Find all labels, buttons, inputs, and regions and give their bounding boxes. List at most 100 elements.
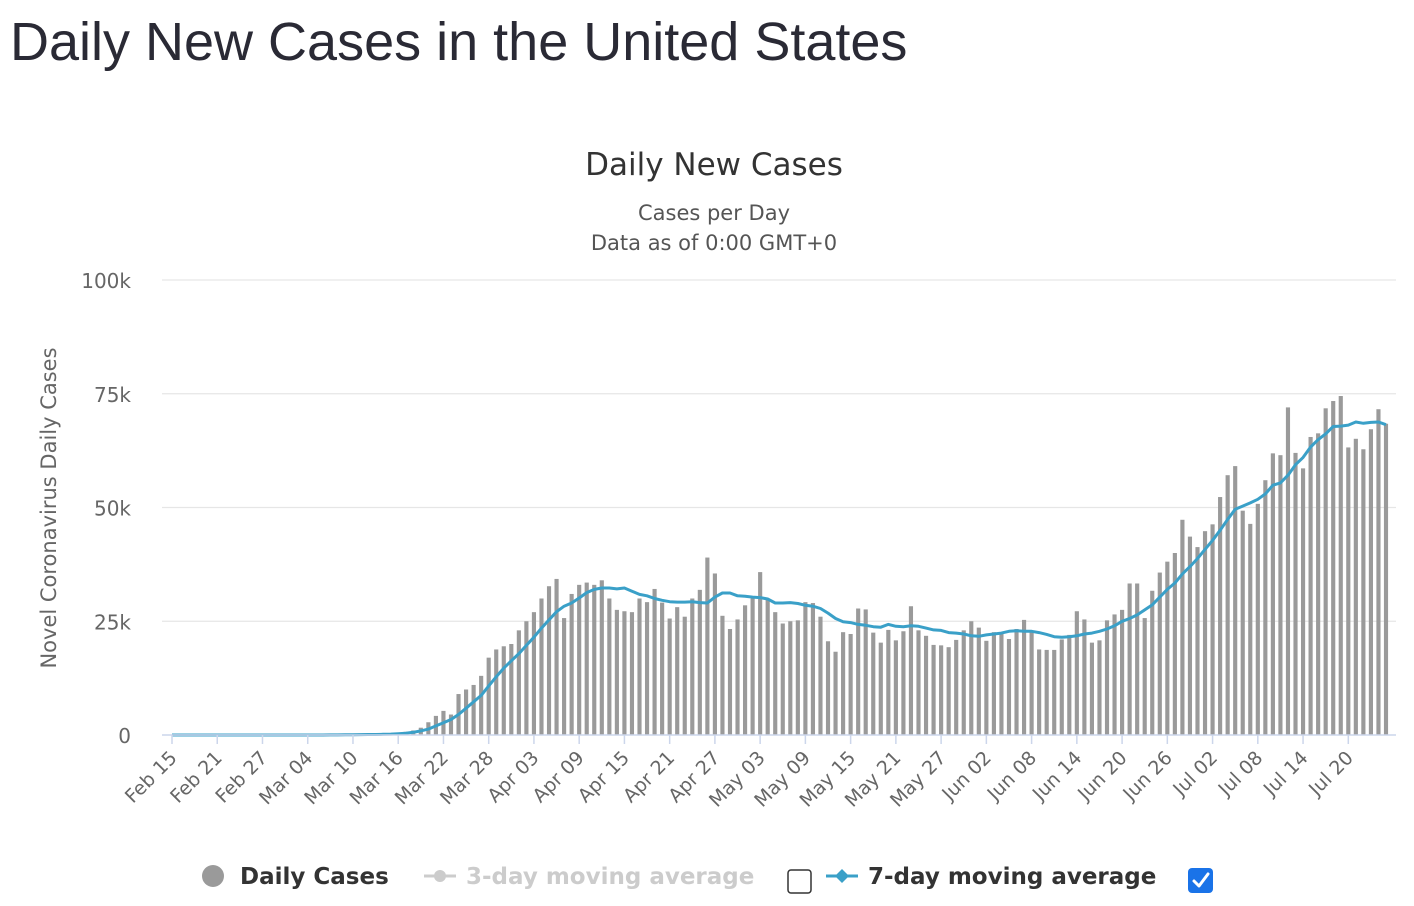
bar-daily-cases (1376, 409, 1380, 735)
bar-daily-cases (1030, 631, 1034, 735)
bar-daily-cases (532, 612, 536, 735)
bar-daily-cases (1316, 433, 1320, 735)
bar-daily-cases (547, 586, 551, 735)
bar-daily-cases (1309, 437, 1313, 735)
bar-daily-cases (766, 600, 770, 735)
bar-daily-cases (1143, 618, 1147, 735)
bar-daily-cases (864, 609, 868, 735)
bar-daily-cases (577, 585, 581, 735)
x-tick-label: Jun 20 (1073, 747, 1132, 806)
bar-daily-cases (1120, 610, 1124, 735)
bar-daily-cases (1075, 611, 1079, 735)
checkbox-3day-average[interactable] (788, 870, 811, 893)
legend-7day-label: 7-day moving average (868, 864, 1156, 890)
x-tick-label: Jul 02 (1168, 747, 1222, 801)
bar-daily-cases (1324, 408, 1328, 735)
bar-daily-cases (554, 579, 558, 735)
bar-daily-cases (1339, 396, 1343, 735)
bar-daily-cases (728, 629, 732, 735)
bar-daily-cases (1097, 640, 1101, 735)
bar-daily-cases (690, 599, 694, 736)
checkbox-3day-unchecked-icon (788, 870, 811, 893)
bar-daily-cases (788, 621, 792, 735)
bar-daily-cases (615, 610, 619, 735)
bar-daily-cases (653, 589, 657, 735)
bar-daily-cases (698, 590, 702, 735)
bar-daily-cases (1180, 520, 1184, 735)
bar-daily-cases (999, 632, 1003, 735)
bar-daily-cases (1082, 619, 1086, 735)
chart-title: Daily New Cases (585, 147, 843, 183)
bar-daily-cases (947, 647, 951, 735)
bar-daily-cases (1346, 447, 1350, 735)
bar-daily-cases (1022, 620, 1026, 735)
bar-daily-cases (969, 621, 973, 735)
legend-item-daily-cases[interactable]: Daily Cases (202, 864, 389, 890)
bar-daily-cases (1293, 453, 1297, 735)
bar-daily-cases (585, 583, 589, 735)
bar-daily-cases (886, 630, 890, 735)
bar-daily-cases (472, 685, 476, 735)
bar-daily-cases (622, 611, 626, 735)
x-tick-label: Jul 14 (1259, 747, 1313, 801)
bar-daily-cases (879, 643, 883, 735)
bar-daily-cases (1278, 455, 1282, 735)
bar-daily-cases (1256, 504, 1260, 735)
bar-daily-cases (894, 640, 898, 735)
bar-daily-cases (562, 618, 566, 735)
legend-7day-diamond-icon (835, 869, 849, 883)
bar-daily-cases (924, 636, 928, 735)
bar-daily-cases (1331, 401, 1335, 735)
bar-daily-cases (1369, 429, 1373, 735)
bar-daily-cases (932, 645, 936, 735)
x-tick-label: Jun 08 (983, 747, 1042, 806)
x-tick-label: Jun 02 (937, 747, 996, 806)
bar-daily-cases (1301, 468, 1305, 735)
bar-daily-cases (705, 558, 709, 735)
bar-daily-cases (1150, 591, 1154, 735)
bar-daily-cases (962, 630, 966, 735)
bar-daily-cases (833, 652, 837, 735)
x-tick-label: Jul 20 (1304, 747, 1358, 801)
bar-daily-cases (464, 690, 468, 736)
legend: Daily Cases 3-day moving average 7-day m… (202, 864, 1213, 893)
bar-daily-cases (660, 603, 664, 735)
bar-daily-cases (1354, 439, 1358, 735)
bar-daily-cases (781, 624, 785, 735)
bar-daily-cases (1226, 475, 1230, 735)
bar-daily-cases (1090, 643, 1094, 735)
bar-daily-cases (1263, 480, 1267, 735)
daily-cases-bars (313, 396, 1388, 735)
bar-daily-cases (637, 599, 641, 736)
legend-item-3day-average[interactable]: 3-day moving average (424, 864, 754, 890)
bar-daily-cases (1241, 511, 1245, 735)
bar-daily-cases (675, 607, 679, 735)
checkbox-7day-checked-icon (1188, 868, 1213, 893)
bar-daily-cases (1248, 524, 1252, 735)
bar-daily-cases (600, 580, 604, 735)
bar-daily-cases (803, 602, 807, 735)
bar-daily-cases (630, 612, 634, 735)
bar-daily-cases (645, 602, 649, 735)
bar-daily-cases (735, 619, 739, 735)
bar-daily-cases (796, 620, 800, 735)
chart-subtitle-line-1: Cases per Day (638, 201, 790, 225)
y-tick-label: 0 (118, 724, 131, 748)
bar-daily-cases (1233, 466, 1237, 735)
legend-item-7day-average[interactable]: 7-day moving average (826, 864, 1156, 890)
bar-daily-cases (818, 617, 822, 735)
legend-3day-label: 3-day moving average (466, 864, 754, 890)
bar-daily-cases (954, 640, 958, 735)
checkbox-7day-average[interactable] (1188, 868, 1213, 893)
bar-daily-cases (668, 619, 672, 735)
bar-daily-cases (487, 658, 491, 735)
bar-daily-cases (539, 599, 543, 736)
bar-daily-cases (1128, 583, 1132, 735)
bar-daily-cases (1210, 524, 1214, 735)
bar-daily-cases (1203, 531, 1207, 735)
bar-daily-cases (856, 609, 860, 735)
